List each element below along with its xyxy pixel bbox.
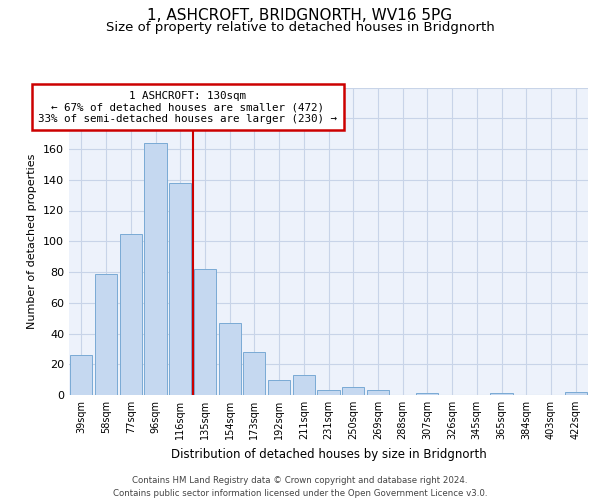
Y-axis label: Number of detached properties: Number of detached properties	[28, 154, 37, 329]
Bar	[145, 143, 167, 395]
Bar	[194, 269, 216, 395]
Bar	[317, 390, 340, 395]
Bar	[119, 234, 142, 395]
Bar	[169, 183, 191, 395]
Bar	[218, 322, 241, 395]
Text: 1, ASHCROFT, BRIDGNORTH, WV16 5PG: 1, ASHCROFT, BRIDGNORTH, WV16 5PG	[148, 8, 452, 22]
Bar	[268, 380, 290, 395]
Bar	[243, 352, 265, 395]
Text: 1 ASHCROFT: 130sqm
← 67% of detached houses are smaller (472)
33% of semi-detach: 1 ASHCROFT: 130sqm ← 67% of detached hou…	[38, 90, 337, 124]
Bar	[70, 355, 92, 395]
Text: Contains HM Land Registry data © Crown copyright and database right 2024.
Contai: Contains HM Land Registry data © Crown c…	[113, 476, 487, 498]
Bar	[293, 375, 315, 395]
Bar	[490, 394, 512, 395]
Bar	[367, 390, 389, 395]
Bar	[342, 388, 364, 395]
Bar	[565, 392, 587, 395]
X-axis label: Distribution of detached houses by size in Bridgnorth: Distribution of detached houses by size …	[170, 448, 487, 460]
Bar	[416, 394, 439, 395]
Text: Size of property relative to detached houses in Bridgnorth: Size of property relative to detached ho…	[106, 21, 494, 34]
Bar	[95, 274, 117, 395]
